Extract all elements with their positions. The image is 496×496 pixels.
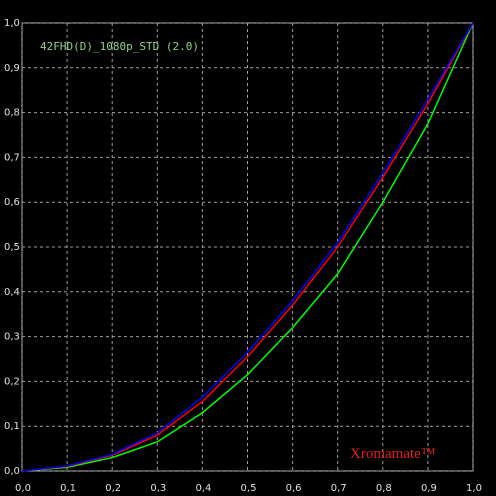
y-tick-label: 0,0 bbox=[4, 466, 20, 477]
data-line bbox=[21, 22, 474, 472]
y-tick-label: 1,0 bbox=[4, 18, 20, 29]
y-tick-label: 0,8 bbox=[4, 108, 20, 119]
chart-title: 42FHD(D)_1080p_STD (2.0) bbox=[40, 40, 199, 53]
x-tick-label: 0,2 bbox=[105, 483, 121, 494]
x-tick-label: 0,3 bbox=[150, 483, 166, 494]
y-tick-label: 0,9 bbox=[4, 63, 20, 74]
x-tick-label: 0,5 bbox=[241, 483, 257, 494]
annotation: Xromamate™ bbox=[350, 446, 436, 462]
x-tick-label: 0,8 bbox=[376, 483, 392, 494]
y-tick-label: 0,5 bbox=[4, 242, 20, 253]
x-tick-label: 0,1 bbox=[60, 483, 76, 494]
data-line bbox=[21, 22, 474, 472]
x-tick-label: 0,4 bbox=[195, 483, 211, 494]
x-tick-label: 0,7 bbox=[331, 483, 347, 494]
y-tick-label: 0,1 bbox=[4, 421, 20, 432]
y-tick-label: 0,6 bbox=[4, 197, 20, 208]
y-tick-label: 0,3 bbox=[4, 332, 20, 343]
x-tick-label: 0,9 bbox=[421, 483, 437, 494]
x-tick-label: 0,0 bbox=[15, 483, 31, 494]
x-tick-label: 1,0 bbox=[466, 483, 482, 494]
y-tick-label: 0,4 bbox=[4, 287, 20, 298]
x-tick-label: 0,6 bbox=[286, 483, 302, 494]
y-tick-label: 0,7 bbox=[4, 152, 20, 163]
y-tick-label: 0,2 bbox=[4, 376, 20, 387]
